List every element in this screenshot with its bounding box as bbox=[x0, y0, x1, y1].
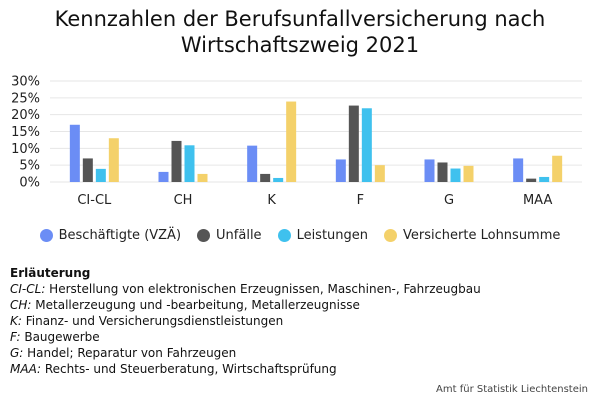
legend-marker-icon bbox=[39, 229, 53, 242]
bar-k-series-3[interactable] bbox=[273, 177, 284, 182]
legend-item[interactable]: Beschäftigte (VZÄ) bbox=[39, 228, 182, 243]
bar-ch-series-3[interactable] bbox=[184, 145, 195, 182]
note-item: CI-CL: Herstellung von elektronischen Er… bbox=[10, 281, 481, 297]
legend-marker-icon bbox=[277, 229, 291, 242]
bar-k-series-4[interactable] bbox=[286, 101, 297, 182]
y-tick-label: 10% bbox=[11, 142, 40, 157]
note-item: K: Finanz- und Versicherungsdienstleistu… bbox=[10, 313, 481, 329]
x-tick-label: CI-CL bbox=[77, 193, 112, 208]
legend-label: Leistungen bbox=[296, 228, 369, 243]
legend-label: Unfälle bbox=[216, 228, 262, 243]
bar-ch-series-1[interactable] bbox=[158, 171, 169, 182]
legend-item[interactable]: Unfälle bbox=[197, 228, 262, 243]
notes: Erläuterung CI-CL: Herstellung von elekt… bbox=[10, 265, 481, 377]
y-tick-label: 30% bbox=[11, 75, 40, 90]
note-abbreviation: CI-CL: bbox=[10, 282, 46, 296]
legend-item[interactable]: Versicherte Lohnsumme bbox=[384, 228, 560, 243]
note-item: CH: Metallerzeugung und -bearbeitung, Me… bbox=[10, 297, 481, 313]
bar-ci-cl-series-4[interactable] bbox=[108, 138, 119, 182]
bar-maa-series-3[interactable] bbox=[539, 176, 550, 182]
x-axis-ticks: CI-CL CH K F G MAA bbox=[77, 193, 552, 208]
bar-maa-series-1[interactable] bbox=[513, 158, 524, 182]
y-tick-label: 20% bbox=[11, 108, 40, 123]
bar-k-series-1[interactable] bbox=[247, 145, 258, 182]
bar-f-series-2[interactable] bbox=[348, 105, 359, 182]
bar-ci-cl-series-2[interactable] bbox=[82, 158, 93, 182]
y-axis-ticks: 0% 5% 10% 15% 20% 25%30% bbox=[11, 75, 40, 191]
note-abbreviation: MAA: bbox=[10, 362, 42, 376]
bar-f-series-4[interactable] bbox=[374, 165, 385, 182]
chart-title: Kennzahlen der Berufsunfallversicherung … bbox=[0, 6, 600, 58]
x-tick-label: CH bbox=[174, 193, 193, 208]
bar-g-series-4[interactable] bbox=[463, 165, 474, 182]
chart-title-line-2: Wirtschaftszweig 2021 bbox=[180, 33, 420, 57]
x-tick-label: K bbox=[267, 193, 276, 208]
note-item: G: Handel; Reparatur von Fahrzeugen bbox=[10, 345, 481, 361]
bar-k-series-2[interactable] bbox=[260, 173, 271, 182]
note-text: Baugewerbe bbox=[20, 330, 100, 344]
note-text: Handel; Reparatur von Fahrzeugen bbox=[23, 346, 237, 360]
y-tick-label: 0% bbox=[19, 176, 40, 191]
bar-f-series-3[interactable] bbox=[361, 108, 372, 182]
legend-item[interactable]: Leistungen bbox=[277, 228, 369, 243]
bar-ci-cl-series-3[interactable] bbox=[95, 168, 106, 182]
x-tick-label: F bbox=[357, 193, 364, 208]
bar-ch-series-4[interactable] bbox=[197, 173, 208, 182]
note-abbreviation: F: bbox=[10, 330, 21, 344]
note-abbreviation: CH: bbox=[10, 298, 32, 312]
notes-heading: Erläuterung bbox=[10, 266, 91, 280]
bar-chart: 0% 5% 10% 15% 20% 25%30% CI-CL CH K F G MAA bbox=[11, 75, 582, 208]
y-tick-label: 15% bbox=[11, 125, 40, 140]
notes-list: CI-CL: Herstellung von elektronischen Er… bbox=[10, 281, 481, 377]
x-tick-label: MAA bbox=[523, 193, 552, 208]
note-text: Herstellung von elektronischen Erzeugnis… bbox=[45, 282, 481, 296]
bar-maa-series-2[interactable] bbox=[526, 178, 537, 182]
chart-title-line-1: Kennzahlen der Berufsunfallversicherung … bbox=[54, 7, 546, 31]
bar-ci-cl-series-1[interactable] bbox=[69, 124, 80, 182]
y-tick-label: 5% bbox=[19, 159, 40, 174]
note-text: Metallerzeugung und -bearbeitung, Metall… bbox=[31, 298, 360, 312]
note-text: Finanz- und Versicherungsdienstleistunge… bbox=[21, 314, 284, 328]
legend-label: Beschäftigte (VZÄ) bbox=[58, 228, 182, 243]
note-text: Rechts- und Steuerberatung, Wirtschaftsp… bbox=[41, 362, 337, 376]
note-abbreviation: G: bbox=[10, 346, 24, 360]
note-item: MAA: Rechts- und Steuerberatung, Wirtsch… bbox=[10, 361, 481, 377]
bar-maa-series-4[interactable] bbox=[552, 155, 563, 182]
legend-label: Versicherte Lohnsumme bbox=[403, 228, 561, 243]
note-item: F: Baugewerbe bbox=[10, 329, 481, 345]
note-abbreviation: K: bbox=[10, 314, 22, 328]
grid-lines bbox=[50, 80, 582, 183]
bar-g-series-1[interactable] bbox=[424, 159, 435, 182]
bar-f-series-1[interactable] bbox=[335, 159, 346, 182]
legend-marker-icon bbox=[384, 229, 398, 242]
x-tick-label: G bbox=[444, 193, 454, 208]
source-credit: Amt für Statistik Liechtenstein bbox=[436, 384, 588, 395]
bar-g-series-3[interactable] bbox=[450, 168, 461, 182]
bars bbox=[69, 101, 563, 182]
bar-g-series-2[interactable] bbox=[437, 162, 448, 182]
legend-marker-icon bbox=[197, 229, 211, 242]
bar-ch-series-2[interactable] bbox=[171, 140, 182, 182]
y-tick-label: 25% bbox=[11, 91, 40, 106]
legend: Beschäftigte (VZÄ) Unfälle Leistungen Versi… bbox=[0, 228, 600, 243]
